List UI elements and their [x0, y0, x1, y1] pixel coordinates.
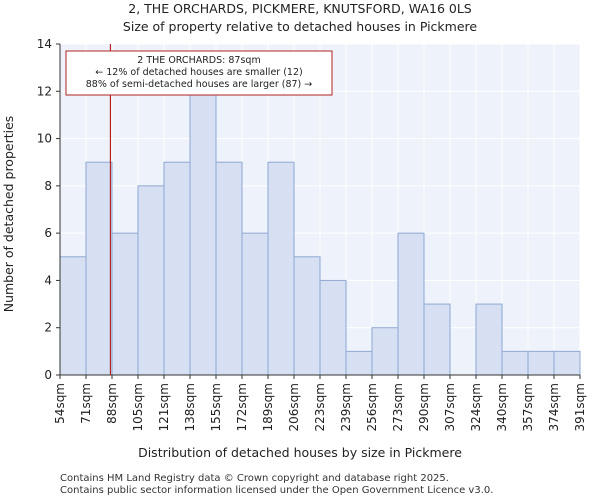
y-axis-label: Number of detached properties	[1, 116, 16, 313]
x-tick-label: 155sqm	[209, 383, 223, 431]
bar	[501, 350, 529, 376]
y-tick-labels: 0 2 4 6 8 10 12 14	[37, 37, 52, 382]
x-tick-label: 71sqm	[79, 383, 93, 424]
x-tick-label: 189sqm	[261, 383, 275, 431]
x-tick-label: 273sqm	[391, 383, 405, 431]
bar	[59, 256, 87, 376]
annotation-box	[65, 50, 333, 96]
property-marker: 2 THE ORCHARDS: 87sqm← 12% of detached h…	[65, 44, 333, 375]
footer-line-2: Contains public sector information licen…	[60, 485, 493, 496]
y-tick-label: 6	[44, 226, 52, 240]
x-tick-label: 105sqm	[131, 383, 145, 431]
x-tick-label: 391sqm	[573, 383, 587, 431]
x-tick-label: 256sqm	[365, 383, 379, 431]
y-tick-label: 14	[37, 37, 52, 51]
bar	[475, 303, 503, 376]
x-tick-label: 88sqm	[105, 383, 119, 424]
bars	[59, 90, 581, 376]
bar	[371, 327, 399, 376]
chart-subtitle: Size of property relative to detached ho…	[123, 19, 477, 34]
bar	[85, 161, 113, 376]
bar	[345, 350, 373, 376]
annotation-line: 88% of semi-detached houses are larger (…	[86, 79, 313, 90]
x-tick-label: 138sqm	[183, 383, 197, 431]
bar	[163, 161, 191, 376]
x-tick-labels: 54sqm 71sqm 88sqm 105sqm 121sqm 138sqm 155sqm 1…	[53, 383, 587, 431]
y-tick-label: 4	[44, 273, 52, 287]
y-tick-label: 8	[44, 179, 52, 193]
bar	[553, 350, 581, 376]
x-tick-label: 223sqm	[313, 383, 327, 431]
x-axis-label: Distribution of detached houses by size …	[138, 445, 462, 460]
chart-title: 2, THE ORCHARDS, PICKMERE, KNUTSFORD, WA…	[128, 1, 472, 16]
x-tick-label: 206sqm	[287, 383, 301, 431]
bar	[241, 232, 269, 376]
x-tick-label: 239sqm	[339, 383, 353, 431]
bar	[319, 279, 347, 376]
x-tick-label: 340sqm	[495, 383, 509, 431]
bar	[189, 90, 217, 376]
bar	[215, 161, 243, 376]
x-tick-label: 357sqm	[521, 383, 535, 431]
y-tick-label: 2	[44, 321, 52, 335]
bar	[293, 256, 321, 376]
axes	[56, 43, 581, 379]
x-tick-label: 324sqm	[469, 383, 483, 431]
x-tick-label: 307sqm	[443, 383, 457, 431]
bar	[267, 161, 295, 376]
bar	[137, 185, 165, 376]
y-tick-label: 10	[37, 132, 52, 146]
y-tick-label: 12	[37, 84, 52, 98]
x-tick-label: 121sqm	[157, 383, 171, 431]
bar	[111, 232, 139, 376]
bar	[527, 350, 555, 376]
y-tick-label: 0	[44, 368, 52, 382]
x-tick-label: 54sqm	[53, 383, 67, 424]
annotation-line: 2 THE ORCHARDS: 87sqm	[137, 55, 260, 66]
x-tick-label: 290sqm	[417, 383, 431, 431]
bar	[423, 303, 451, 376]
x-tick-label: 172sqm	[235, 383, 249, 431]
x-tick-label: 374sqm	[547, 383, 561, 431]
annotation-line: ← 12% of detached houses are smaller (12…	[95, 67, 302, 78]
bar	[397, 232, 425, 376]
footer-line-1: Contains HM Land Registry data © Crown c…	[60, 473, 449, 484]
